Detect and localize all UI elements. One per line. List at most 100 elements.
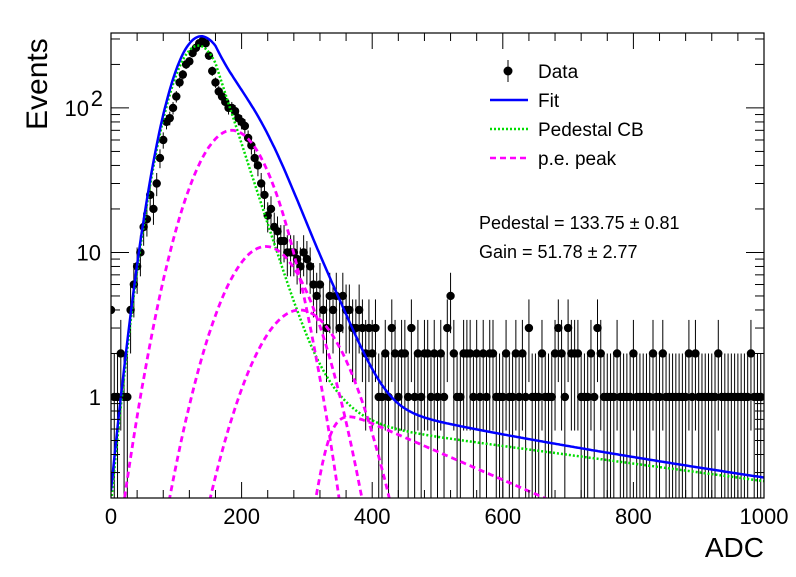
data-point xyxy=(508,353,517,498)
data-point xyxy=(178,69,188,80)
x-tick-label: 200 xyxy=(223,504,260,529)
fit-curve xyxy=(111,35,764,492)
data-point xyxy=(423,319,432,431)
data-point xyxy=(537,319,547,431)
data-point xyxy=(710,353,720,498)
data-point xyxy=(684,319,694,431)
data-point xyxy=(449,319,459,431)
legend-entry: Fit xyxy=(490,91,560,112)
data-point xyxy=(403,353,413,498)
data-point xyxy=(586,319,596,431)
data-point xyxy=(714,319,723,431)
data-point xyxy=(563,299,573,383)
data-point xyxy=(273,216,282,251)
x-tick-label: 600 xyxy=(484,504,521,529)
legend-entry: p.e. peak xyxy=(490,149,617,170)
data-point xyxy=(413,319,423,431)
data-point xyxy=(573,319,583,431)
data-point xyxy=(371,299,380,383)
legend-label: Pedestal CB xyxy=(538,120,644,141)
data-point xyxy=(168,101,178,115)
data-point xyxy=(687,353,697,498)
data-point xyxy=(335,299,344,383)
plot-frame xyxy=(110,32,765,499)
data-point xyxy=(446,272,455,334)
x-tick-label: 1000 xyxy=(740,504,789,529)
data-point xyxy=(547,353,556,498)
data-point xyxy=(208,66,217,76)
data-point xyxy=(746,319,756,431)
data-point xyxy=(596,319,605,431)
data-point xyxy=(583,353,592,498)
data-point xyxy=(165,111,174,126)
data-point xyxy=(554,299,563,383)
data-point xyxy=(625,353,635,498)
data-point xyxy=(691,319,700,431)
data-point xyxy=(319,284,328,354)
data-point xyxy=(557,319,566,431)
data-point xyxy=(436,319,445,431)
data-point xyxy=(655,353,664,498)
data-point xyxy=(648,319,658,431)
data-point xyxy=(260,183,269,209)
legend-entry: Pedestal CB xyxy=(490,120,644,141)
data-point xyxy=(521,353,530,498)
data-point xyxy=(488,319,498,431)
data-point xyxy=(609,353,619,498)
data-point xyxy=(201,39,210,48)
data-point xyxy=(479,319,488,431)
y-tick-label-exponent: 2 xyxy=(91,86,103,111)
fit-parameter-text: Pedestal = 133.75 ± 0.81 xyxy=(479,213,680,233)
data-point xyxy=(681,353,690,498)
legend-entry: Data xyxy=(503,60,579,83)
data-point xyxy=(534,353,543,498)
data-point xyxy=(426,353,436,498)
data-point xyxy=(560,353,570,498)
data-point xyxy=(430,319,439,431)
data-point xyxy=(155,149,165,169)
fit-parameter-text: Gain = 51.78 ± 2.77 xyxy=(479,242,638,262)
pe-peak-tail-curve xyxy=(314,415,549,498)
x-tick-label: 800 xyxy=(615,504,652,529)
y-axis-label: Events xyxy=(21,38,54,130)
data-point xyxy=(629,319,638,431)
data-point xyxy=(172,91,181,103)
fit-annotations: Pedestal = 133.75 ± 0.81 Gain = 51.78 ± 2… xyxy=(479,213,680,262)
data-point xyxy=(593,299,602,383)
data-point xyxy=(390,319,400,431)
y-tick-label: 1 xyxy=(89,385,101,410)
data-point xyxy=(159,132,168,149)
data-point xyxy=(511,319,521,431)
legend-label: p.e. peak xyxy=(538,149,617,170)
data-point xyxy=(514,353,524,498)
data-point xyxy=(175,77,184,88)
data-point xyxy=(394,353,403,498)
data-point xyxy=(338,272,348,334)
data-point xyxy=(550,319,560,431)
pe-peak-curve xyxy=(208,308,391,498)
data-point xyxy=(266,196,276,225)
data-point xyxy=(381,319,390,431)
data-point xyxy=(501,319,511,431)
data-point xyxy=(410,353,419,498)
data-point xyxy=(368,319,377,431)
data-point xyxy=(358,299,367,383)
data-point xyxy=(364,299,374,383)
legend-label: Data xyxy=(538,62,579,83)
pedestal-cb-curve xyxy=(111,44,764,498)
pe-peak-curve xyxy=(168,245,364,498)
data-point xyxy=(302,241,312,285)
x-tick-label: 400 xyxy=(354,504,391,529)
data-point xyxy=(256,172,266,197)
data-point xyxy=(416,353,426,498)
legend-marker xyxy=(503,66,513,76)
data-point xyxy=(439,353,449,498)
data-point xyxy=(612,319,622,431)
data-point xyxy=(456,353,465,498)
y-tick-label: 10 xyxy=(65,96,89,121)
data-point xyxy=(211,77,220,88)
legend-label: Fit xyxy=(538,91,560,112)
data-point xyxy=(407,299,416,383)
